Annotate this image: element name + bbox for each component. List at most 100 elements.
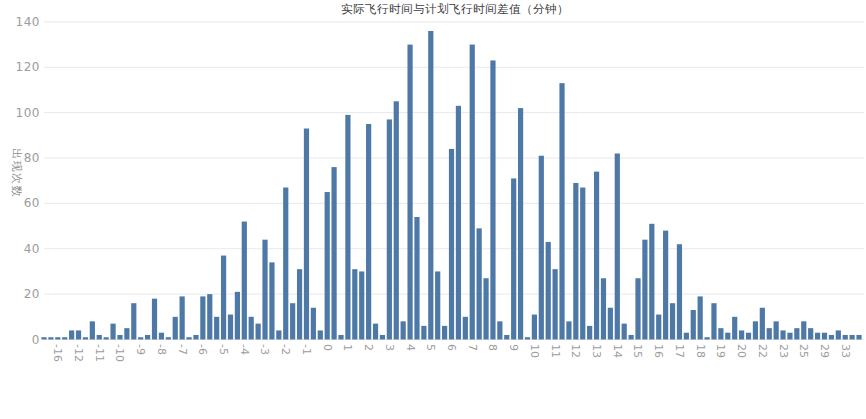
bar bbox=[69, 330, 74, 339]
histogram-page: 实际飞行时间与计划飞行时间差值（分钟） 出现次数 020406080100120… bbox=[0, 0, 866, 419]
bar bbox=[725, 333, 730, 340]
bar bbox=[594, 172, 599, 340]
y-tick-label: 120 bbox=[16, 60, 40, 74]
bar bbox=[532, 315, 537, 340]
x-tick-label: 0 bbox=[321, 344, 334, 351]
bar bbox=[539, 156, 544, 340]
bar bbox=[746, 333, 751, 340]
bar bbox=[401, 321, 406, 339]
bar bbox=[138, 337, 143, 339]
y-tick-label: 60 bbox=[24, 196, 40, 210]
bar bbox=[780, 330, 785, 339]
bar bbox=[511, 178, 516, 339]
x-tick-label: -4 bbox=[238, 344, 251, 355]
bar bbox=[829, 335, 834, 340]
bar bbox=[483, 278, 488, 339]
x-tick-label: 23 bbox=[777, 344, 790, 358]
bar bbox=[435, 271, 440, 339]
bar bbox=[456, 106, 461, 340]
bar bbox=[359, 271, 364, 339]
bar bbox=[698, 296, 703, 339]
bar bbox=[573, 183, 578, 340]
bar bbox=[414, 217, 419, 340]
bar bbox=[318, 330, 323, 339]
bar bbox=[490, 60, 495, 339]
bar bbox=[850, 335, 855, 340]
x-tick-label: 10 bbox=[528, 344, 541, 358]
bar bbox=[394, 101, 399, 339]
x-tick-label: -16 bbox=[51, 344, 64, 362]
x-tick-label: 18 bbox=[694, 344, 707, 358]
bar bbox=[387, 119, 392, 339]
bar bbox=[331, 167, 336, 339]
bar bbox=[249, 317, 254, 340]
bar bbox=[628, 335, 633, 340]
x-tick-label: -10 bbox=[113, 344, 126, 362]
bar bbox=[152, 299, 157, 340]
bar bbox=[442, 326, 447, 340]
bar bbox=[856, 335, 861, 340]
bar bbox=[325, 192, 330, 339]
bar bbox=[110, 324, 115, 340]
bar bbox=[311, 308, 316, 340]
x-tick-label: 12 bbox=[569, 344, 582, 358]
bar bbox=[283, 188, 288, 340]
bar bbox=[338, 335, 343, 340]
x-tick-label: 20 bbox=[735, 344, 748, 358]
bar bbox=[553, 269, 558, 339]
bar bbox=[525, 337, 530, 339]
x-tick-label: 7 bbox=[466, 344, 479, 351]
bar bbox=[297, 269, 302, 339]
bar bbox=[221, 256, 226, 340]
x-tick-label: -7 bbox=[176, 344, 189, 355]
x-tick-label: 15 bbox=[631, 344, 644, 358]
bar bbox=[836, 330, 841, 339]
bar bbox=[228, 315, 233, 340]
bar bbox=[200, 296, 205, 339]
bar bbox=[290, 303, 295, 339]
bar bbox=[497, 321, 502, 339]
y-tick-label: 20 bbox=[24, 287, 40, 301]
bar bbox=[76, 330, 81, 339]
x-tick-label: 29 bbox=[818, 344, 831, 358]
bar bbox=[366, 124, 371, 340]
bar bbox=[242, 222, 247, 340]
bar bbox=[587, 326, 592, 340]
bar bbox=[193, 335, 198, 340]
bar bbox=[677, 244, 682, 339]
bar bbox=[117, 335, 122, 340]
bar bbox=[470, 45, 475, 340]
x-tick-label: -12 bbox=[72, 344, 85, 362]
y-tick-label: 100 bbox=[16, 106, 40, 120]
bar bbox=[787, 333, 792, 340]
bar bbox=[760, 308, 765, 340]
bar bbox=[55, 337, 60, 339]
x-tick-label: -2 bbox=[279, 344, 292, 355]
bar bbox=[704, 337, 709, 339]
bar bbox=[615, 153, 620, 339]
bar bbox=[83, 337, 88, 339]
bar bbox=[345, 115, 350, 340]
bar bbox=[428, 31, 433, 340]
bar bbox=[774, 321, 779, 339]
bar bbox=[608, 308, 613, 340]
x-tick-label: 2 bbox=[362, 344, 375, 351]
x-tick-label: -1 bbox=[300, 344, 313, 355]
bar bbox=[131, 303, 136, 339]
bar bbox=[559, 83, 564, 339]
x-tick-label: 16 bbox=[652, 344, 665, 358]
bar bbox=[304, 129, 309, 340]
bar bbox=[753, 321, 758, 339]
bar bbox=[843, 335, 848, 340]
bar bbox=[90, 321, 95, 339]
y-tick-label: 40 bbox=[24, 242, 40, 256]
bar bbox=[739, 330, 744, 339]
x-tick-label: 8 bbox=[486, 344, 499, 351]
bar bbox=[822, 333, 827, 340]
bar bbox=[815, 333, 820, 340]
bar bbox=[380, 335, 385, 340]
bar bbox=[373, 324, 378, 340]
bar bbox=[207, 294, 212, 339]
bar bbox=[41, 337, 46, 339]
bar bbox=[235, 292, 240, 340]
